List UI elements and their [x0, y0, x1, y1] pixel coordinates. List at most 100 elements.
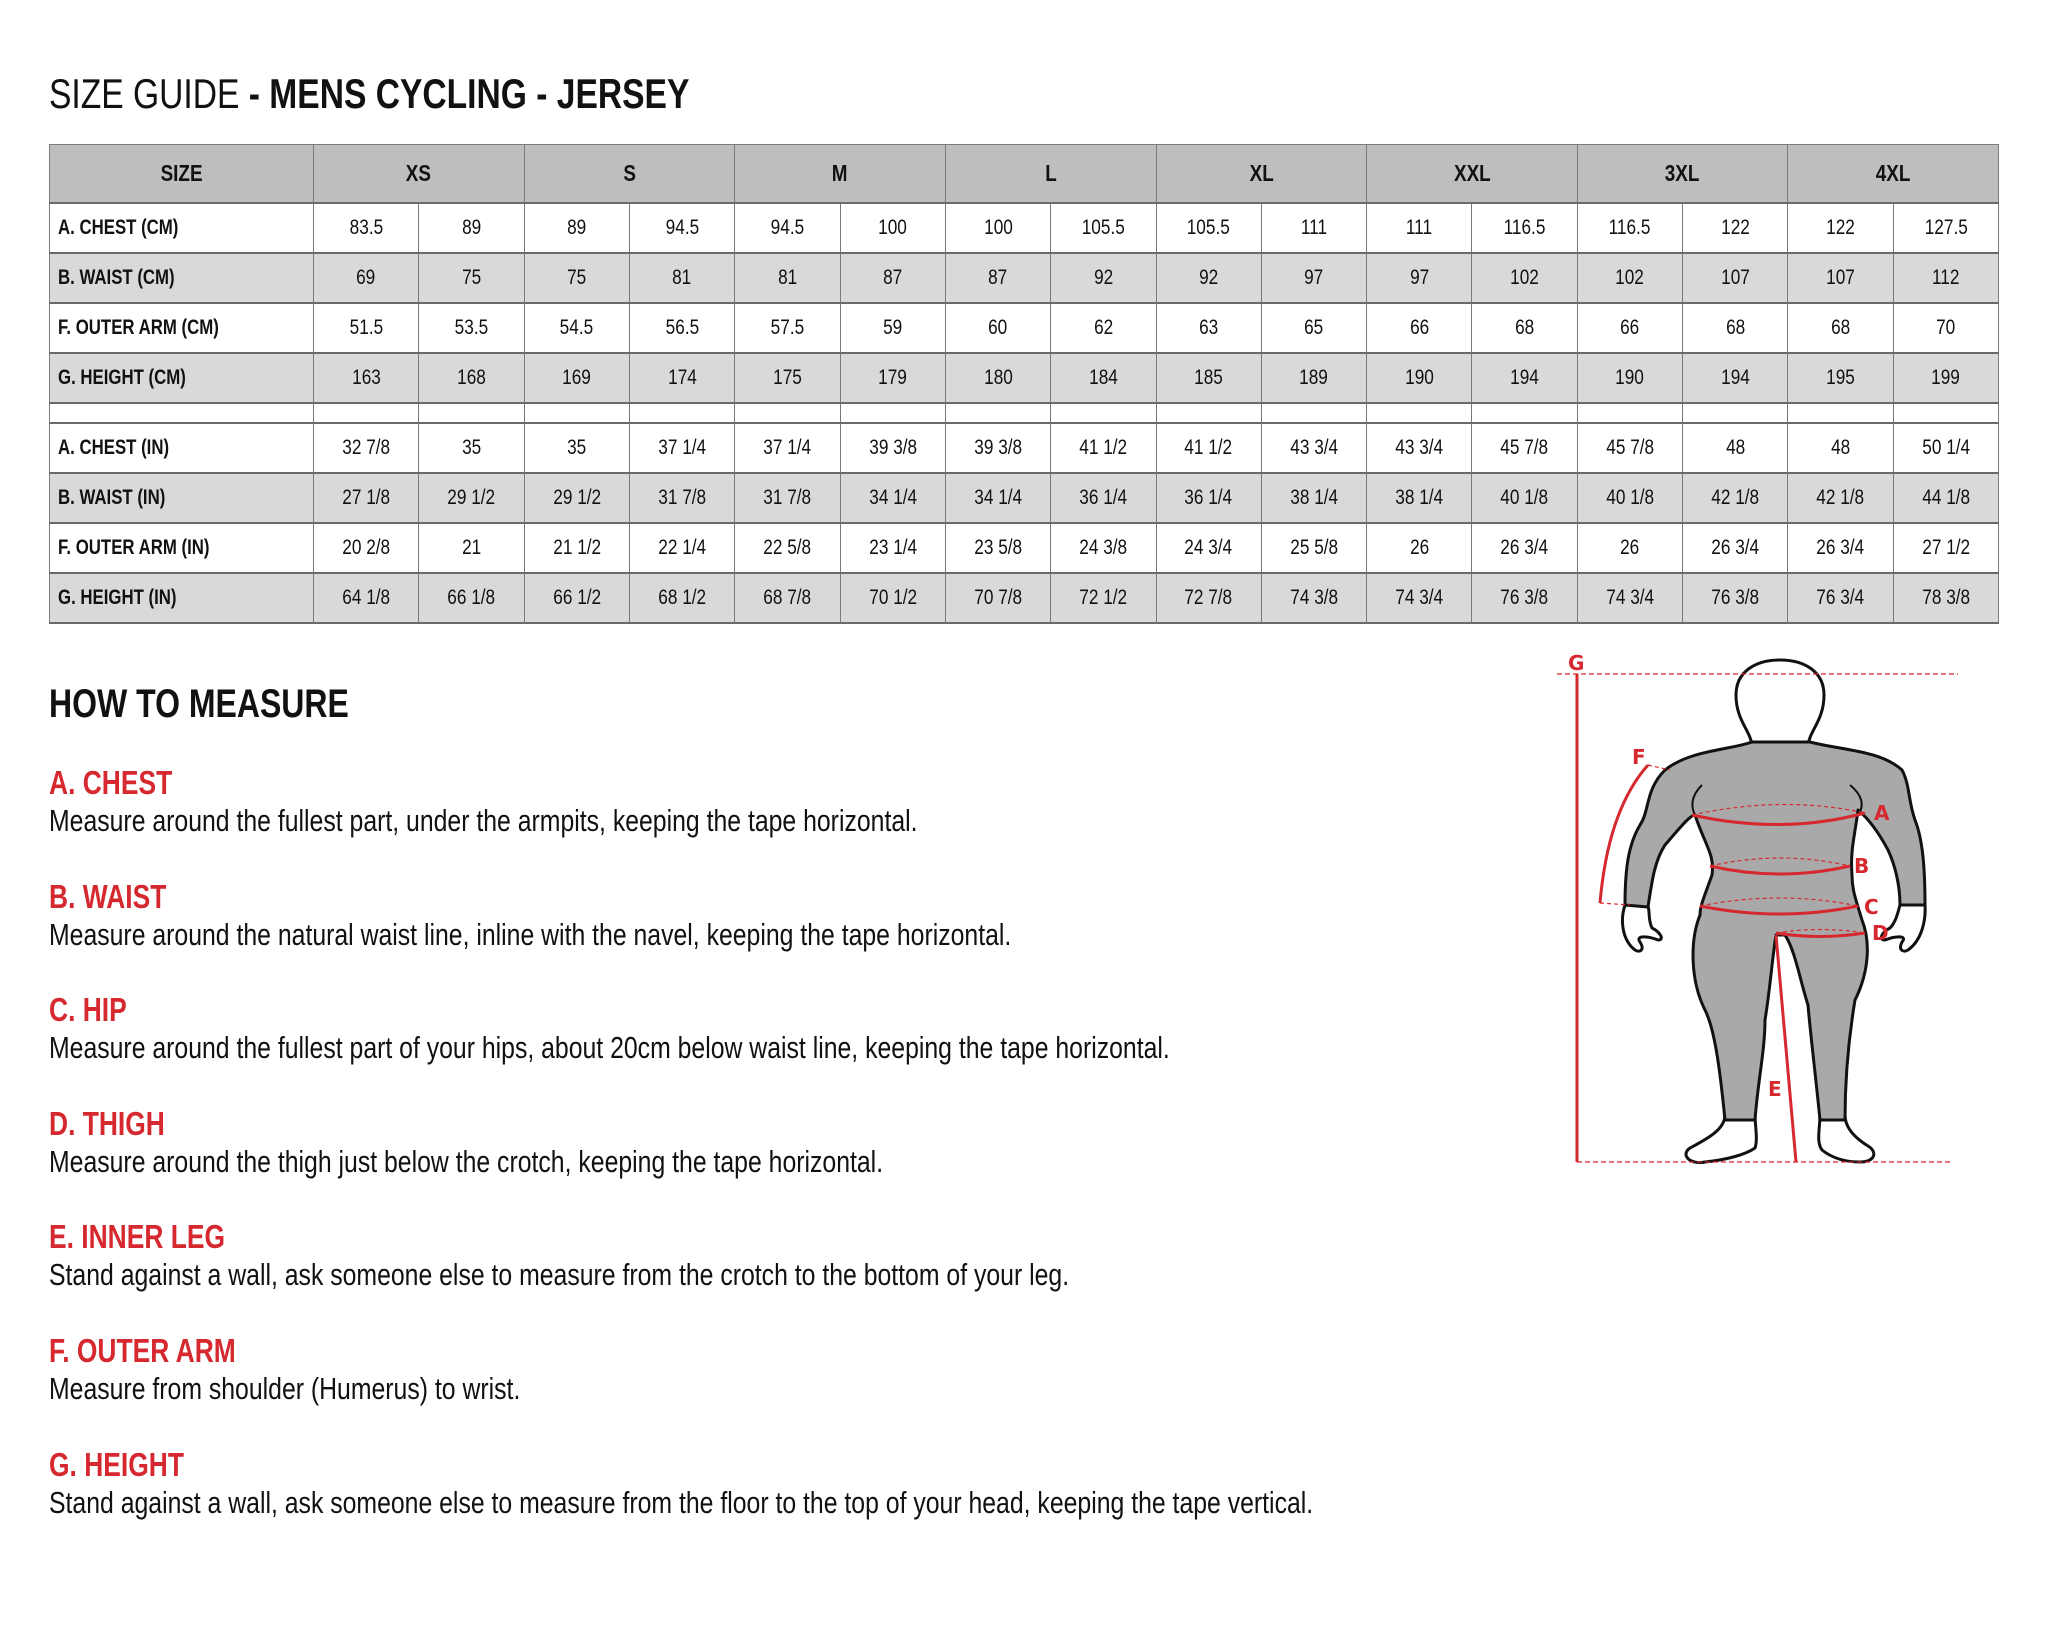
table-cell: 45 7/8 — [1576, 422, 1684, 474]
cell-value: 36 1/4 — [1079, 486, 1128, 509]
row-label: G. HEIGHT (IN) — [58, 586, 177, 609]
hip-line-back — [1699, 897, 1859, 907]
measure-section: D. THIGH Measure around the thigh just be… — [49, 1105, 1092, 1181]
table-cell: 65 — [1260, 302, 1368, 354]
table-cell: 66 — [1576, 302, 1684, 354]
cell-value: 66 1/2 — [552, 586, 601, 609]
spacer-cell — [1260, 402, 1368, 424]
cell-value: 163 — [351, 366, 381, 389]
cell-value: 22 5/8 — [763, 536, 812, 559]
table-cell: 42 1/8 — [1682, 472, 1789, 524]
table-cell: 68 — [1682, 302, 1789, 354]
cell-value: 42 1/8 — [1711, 486, 1760, 509]
cell-value: 26 3/4 — [1816, 536, 1865, 559]
label-d: D — [1872, 921, 1889, 945]
table-cell: 45 7/8 — [1471, 422, 1578, 474]
label-f: F — [1632, 745, 1646, 769]
cell-value: 199 — [1931, 366, 1961, 389]
cell-value: 175 — [773, 366, 802, 389]
table-cell: 26 — [1576, 522, 1684, 574]
table-cell: 41 1/2 — [1050, 422, 1157, 474]
row-label: A. CHEST (IN) — [58, 436, 170, 459]
cell-value: 72 7/8 — [1184, 586, 1233, 609]
cell-value: 63 — [1199, 316, 1219, 339]
table-row: F. OUTER ARM (IN) 20 2/8 21 21 1/2 22 1/4 22 … — [49, 522, 2000, 574]
spacer-cell — [944, 402, 1052, 424]
size-column-header: 4XL — [1787, 144, 1999, 204]
right-foot — [1817, 1113, 1876, 1164]
cell-value: 190 — [1404, 366, 1434, 389]
table-cell: 34 1/4 — [944, 472, 1052, 524]
outer-arm-dash — [1599, 764, 1671, 906]
table-cell: 199 — [1892, 352, 2000, 404]
size-column-header: M — [734, 144, 946, 204]
cell-value: 40 1/8 — [1605, 486, 1654, 509]
cell-value: 26 3/4 — [1711, 536, 1760, 559]
size-label: XS — [406, 160, 432, 186]
table-row: F. OUTER ARM (CM) 51.5 53.5 54.5 56.5 57.5 59 6… — [49, 302, 2000, 354]
cell-value: 111 — [1300, 216, 1328, 239]
left-foot — [1684, 1113, 1758, 1165]
cell-value: 59 — [883, 316, 903, 339]
table-cell: 48 — [1787, 422, 1894, 474]
cell-value: 25 5/8 — [1290, 536, 1338, 559]
table-cell: 190 — [1576, 352, 1684, 404]
spacer-cell — [1576, 402, 1684, 424]
cell-value: 41 1/2 — [1079, 436, 1128, 459]
cell-value: 74 3/4 — [1395, 586, 1444, 609]
spacer-cell — [1892, 402, 2000, 424]
measure-description: Measure around the fullest part, under t… — [49, 802, 1135, 840]
cell-value: 194 — [1720, 366, 1750, 389]
cell-value: 76 3/8 — [1500, 586, 1549, 609]
cell-value: 34 1/4 — [868, 486, 917, 509]
cell-value: 66 — [1620, 316, 1640, 339]
cell-value: 42 1/8 — [1816, 486, 1865, 509]
cell-value: 70 1/2 — [868, 586, 917, 609]
cell-value: 36 1/4 — [1184, 486, 1233, 509]
table-cell: 74 3/4 — [1366, 572, 1473, 624]
thigh-line-back — [1775, 928, 1866, 934]
cell-value: 179 — [878, 366, 908, 389]
cell-value: 92 — [1199, 266, 1219, 289]
table-cell: 29 1/2 — [418, 472, 525, 524]
thigh-line — [1775, 931, 1866, 938]
row-label: A. CHEST (CM) — [58, 216, 179, 239]
measure-title: F. OUTER ARM — [49, 1332, 638, 1370]
row-label: B. WAIST (CM) — [58, 266, 175, 289]
table-cell: 57.5 — [734, 302, 841, 354]
row-label-cell: F. OUTER ARM (CM) — [49, 302, 314, 354]
chest-line-back — [1691, 803, 1866, 816]
table-row: B. WAIST (CM) 69 75 75 81 81 87 87 92 92 97 97 102 10… — [49, 252, 2000, 304]
table-cell: 26 3/4 — [1787, 522, 1894, 574]
cell-value: 22 1/4 — [658, 536, 707, 559]
cell-value: 65 — [1304, 316, 1324, 339]
chest-line — [1691, 811, 1866, 826]
cell-value: 94.5 — [665, 216, 699, 239]
table-cell: 21 1/2 — [523, 522, 630, 574]
table-cell: 74 3/4 — [1576, 572, 1684, 624]
cell-value: 51.5 — [349, 316, 383, 339]
table-cell: 25 5/8 — [1260, 522, 1368, 574]
table-cell: 27 1/2 — [1892, 522, 2000, 574]
measure-title-text: C. HIP — [49, 991, 127, 1029]
spacer-cell — [1682, 402, 1789, 424]
cell-value: 69 — [356, 266, 376, 289]
table-cell: 190 — [1366, 352, 1473, 404]
cell-value: 189 — [1299, 366, 1329, 389]
table-cell: 89 — [523, 202, 630, 254]
table-cell: 122 — [1787, 202, 1894, 254]
table-row: B. WAIST (IN) 27 1/8 29 1/2 29 1/2 31 7/8 31 … — [49, 472, 2000, 524]
measure-title-text: A. CHEST — [49, 764, 173, 801]
table-cell: 105.5 — [1155, 202, 1262, 254]
spacer-cell — [734, 402, 841, 424]
table-cell: 35 — [418, 422, 525, 474]
cell-value: 105.5 — [1081, 216, 1125, 239]
table-cell: 29 1/2 — [523, 472, 630, 524]
cell-value: 39 3/8 — [868, 436, 917, 459]
right-pec-line — [1849, 784, 1863, 816]
cell-value: 97 — [1409, 266, 1429, 289]
cell-value: 23 5/8 — [974, 536, 1022, 559]
measure-title-text: E. INNER LEG — [49, 1218, 226, 1256]
measure-description: Stand against a wall, ask someone else t… — [49, 1484, 1629, 1522]
table-cell: 56.5 — [628, 302, 736, 354]
